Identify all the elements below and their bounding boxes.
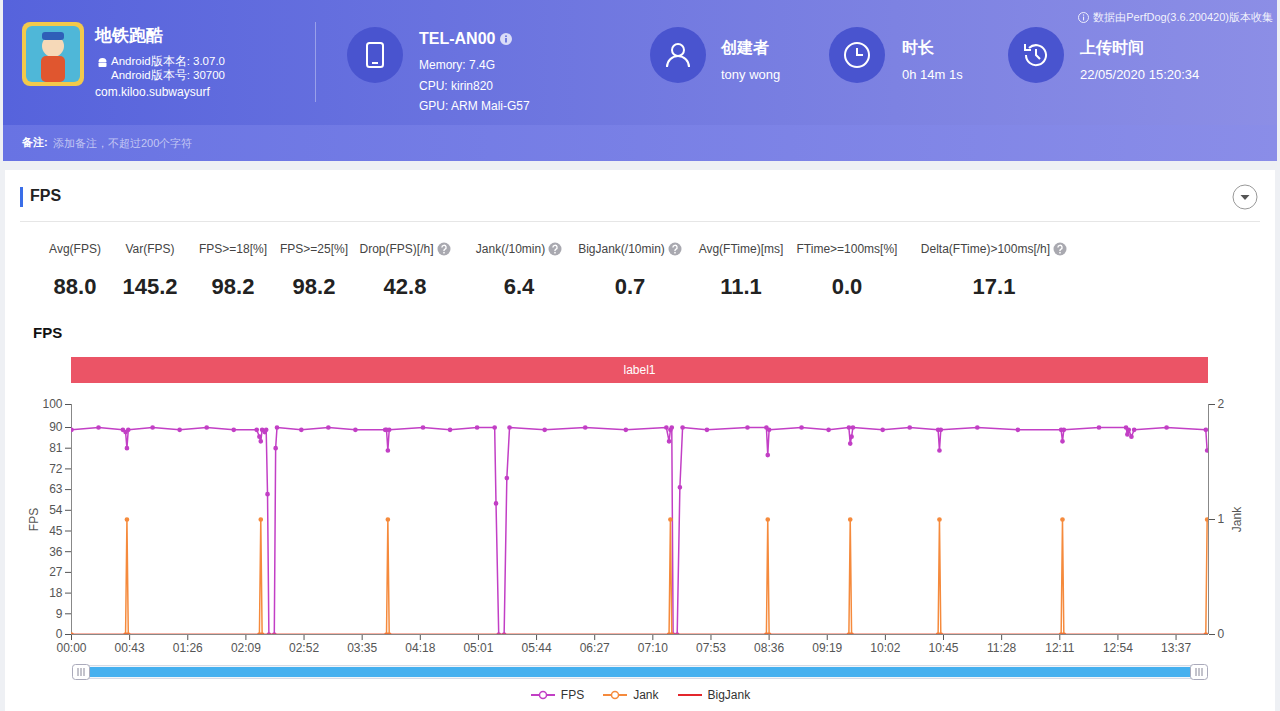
html-text:Memory: 7.4G: Memory: 7.4G bbox=[419, 58, 495, 72]
svg-text:07:53: 07:53 bbox=[696, 641, 726, 655]
html-text:Jank: Jank bbox=[633, 688, 659, 702]
svg-text:54: 54 bbox=[49, 503, 63, 517]
svg-text:10:02: 10:02 bbox=[870, 641, 900, 655]
html-text:TEL-AN00: TEL-AN00 bbox=[419, 30, 496, 47]
html-text:添加备注，不超过200个字符: 添加备注，不超过200个字符 bbox=[53, 137, 193, 149]
html-text:label1: label1 bbox=[623, 363, 656, 377]
html-text:Var(FPS): Var(FPS) bbox=[125, 242, 175, 256]
html-text:88.0: 88.0 bbox=[53, 274, 97, 299]
html-text:98.2: 98.2 bbox=[292, 274, 336, 299]
html-text:GPU: ARM Mali-G57: GPU: ARM Mali-G57 bbox=[419, 99, 530, 113]
html-text:0.0: 0.0 bbox=[831, 274, 863, 299]
html-text:BigJank: BigJank bbox=[707, 688, 751, 702]
svg-text:09:19: 09:19 bbox=[812, 641, 842, 655]
html-text:Delta(FTime)>100ms[/h]: Delta(FTime)>100ms[/h] bbox=[920, 242, 1051, 256]
svg-text:2: 2 bbox=[1218, 397, 1225, 411]
svg-text:27: 27 bbox=[49, 565, 63, 579]
html-text:com.kiloo.subwaysurf: com.kiloo.subwaysurf bbox=[95, 85, 210, 99]
svg-text:01:26: 01:26 bbox=[173, 641, 203, 655]
svg-text:0: 0 bbox=[1218, 627, 1225, 641]
svg-text:45: 45 bbox=[49, 524, 63, 538]
html-text:CPU: kirin820: CPU: kirin820 bbox=[419, 79, 493, 93]
svg-text:72: 72 bbox=[49, 462, 63, 476]
svg-text:100: 100 bbox=[42, 397, 62, 411]
svg-text:02:52: 02:52 bbox=[289, 641, 319, 655]
html-text:FPS>=25[%]: FPS>=25[%] bbox=[280, 242, 348, 256]
svg-text:63: 63 bbox=[49, 482, 63, 496]
html-text:6.4: 6.4 bbox=[503, 274, 535, 299]
html-text:Avg(FPS): Avg(FPS) bbox=[49, 242, 101, 256]
html-text:FPS>=18[%]: FPS>=18[%] bbox=[199, 242, 267, 256]
html-text:地铁跑酷: 地铁跑酷 bbox=[95, 26, 163, 45]
html-text:145.2: 145.2 bbox=[122, 274, 178, 299]
html-text:备注:: 备注: bbox=[22, 136, 48, 148]
svg-text:81: 81 bbox=[49, 441, 63, 455]
svg-text:04:18: 04:18 bbox=[405, 641, 435, 655]
svg-text:03:35: 03:35 bbox=[347, 641, 377, 655]
html-text:0.7: 0.7 bbox=[614, 274, 646, 299]
svg-text:36: 36 bbox=[49, 545, 63, 559]
html-text:FPS: FPS bbox=[560, 688, 585, 702]
html-text:Jank(/10min): Jank(/10min) bbox=[475, 242, 546, 256]
svg-text:06:27: 06:27 bbox=[580, 641, 610, 655]
html-text:Avg(FTime)[ms]: Avg(FTime)[ms] bbox=[698, 242, 784, 256]
html-text:创建者: 创建者 bbox=[721, 39, 769, 56]
svg-text:Jank: Jank bbox=[1230, 506, 1244, 532]
html-text:Android版本名: 3.07.0: Android版本名: 3.07.0 bbox=[111, 55, 225, 67]
svg-text:02:09: 02:09 bbox=[231, 641, 261, 655]
svg-text:08:36: 08:36 bbox=[754, 641, 784, 655]
svg-text:9: 9 bbox=[56, 607, 63, 621]
html-text:tony wong: tony wong bbox=[721, 67, 781, 82]
html-text:42.8: 42.8 bbox=[383, 274, 427, 299]
svg-text:05:44: 05:44 bbox=[522, 641, 552, 655]
html-text:17.1: 17.1 bbox=[972, 274, 1016, 299]
html-text:98.2: 98.2 bbox=[211, 274, 255, 299]
html-text:22/05/2020 15:20:34: 22/05/2020 15:20:34 bbox=[1080, 67, 1200, 82]
html-text:FTime>=100ms[%]: FTime>=100ms[%] bbox=[796, 242, 898, 256]
html-text:BigJank(/10min): BigJank(/10min) bbox=[578, 242, 665, 256]
svg-text:12:11: 12:11 bbox=[1045, 641, 1074, 655]
svg-text:10:45: 10:45 bbox=[928, 641, 958, 655]
svg-text:07:10: 07:10 bbox=[638, 641, 668, 655]
html-text:FPS: FPS bbox=[33, 324, 63, 341]
svg-text:FPS: FPS bbox=[27, 508, 41, 531]
html-text:上传时间: 上传时间 bbox=[1080, 39, 1144, 56]
svg-text:1: 1 bbox=[1218, 512, 1225, 526]
svg-text:90: 90 bbox=[49, 420, 63, 434]
html-text:Android版本号: 30700: Android版本号: 30700 bbox=[111, 69, 225, 81]
html-text:11.1: 11.1 bbox=[720, 274, 762, 299]
svg-text:12:54: 12:54 bbox=[1103, 641, 1133, 655]
html-text:时长: 时长 bbox=[902, 39, 934, 56]
svg-text:05:01: 05:01 bbox=[463, 641, 493, 655]
svg-text:00:00: 00:00 bbox=[56, 641, 86, 655]
html-text:FPS: FPS bbox=[30, 187, 62, 204]
html-text:0h 14m 1s: 0h 14m 1s bbox=[902, 67, 963, 82]
html-text:数据由PerfDog(3.6.200420)版本收集: 数据由PerfDog(3.6.200420)版本收集 bbox=[1093, 11, 1273, 23]
svg-text:13:37: 13:37 bbox=[1161, 641, 1191, 655]
html-text:Drop(FPS)[/h]: Drop(FPS)[/h] bbox=[359, 242, 434, 256]
svg-text:00:43: 00:43 bbox=[115, 641, 145, 655]
svg-text:0: 0 bbox=[56, 627, 63, 641]
svg-text:18: 18 bbox=[49, 586, 63, 600]
svg-text:11:28: 11:28 bbox=[987, 641, 1016, 655]
